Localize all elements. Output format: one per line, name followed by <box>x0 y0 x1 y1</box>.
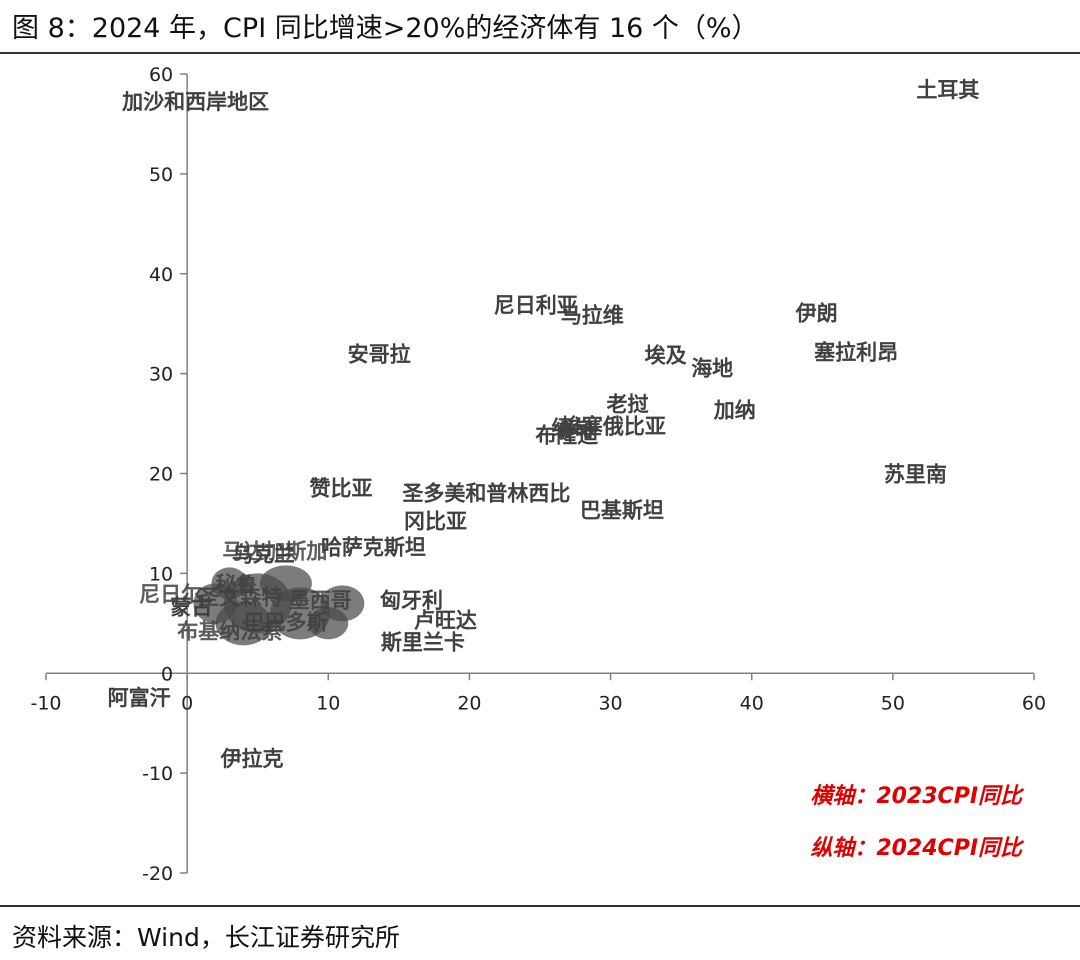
cluster-label: 墨西哥 <box>289 588 352 612</box>
cluster-label: 圣文森特 <box>198 585 282 609</box>
cluster-label: 尼日尔 <box>139 582 202 606</box>
y-tick-label: 60 <box>149 64 173 86</box>
data-point-label: 卢旺达 <box>414 608 477 632</box>
cluster-blob <box>211 567 248 600</box>
data-point-label: 哈萨克斯坦 <box>321 535 426 559</box>
data-point-label: 斯里兰卡 <box>381 630 465 654</box>
x-tick-label: 10 <box>316 692 340 714</box>
x-tick-label: 40 <box>740 692 764 714</box>
cluster-label: 秘鲁 <box>215 572 257 596</box>
x-tick-label: 60 <box>1022 692 1046 714</box>
y-tick-label: 50 <box>149 164 173 186</box>
axis-annotation: 纵轴：2024CPI同比 <box>810 836 1025 861</box>
data-point-label: 埃塞俄比亚 <box>561 415 666 439</box>
y-tick-label: 10 <box>149 563 173 585</box>
x-tick-label: 50 <box>881 692 905 714</box>
cluster-blob <box>215 601 272 646</box>
data-point-label: 匈牙利 <box>380 588 443 612</box>
data-point-label: 布隆迪 <box>535 424 598 448</box>
y-tick-label: -20 <box>142 863 173 885</box>
data-point-label: 巴基斯坦 <box>580 498 664 522</box>
cluster-label: 布基纳法索 <box>177 619 282 643</box>
data-point-label: 阿富汗 <box>108 686 171 710</box>
x-tick-label: 30 <box>598 692 622 714</box>
x-tick-label: -10 <box>30 692 61 714</box>
data-point-label: 埃及 <box>645 344 688 368</box>
source-rule <box>0 905 1080 907</box>
cluster-label: 马达加斯加 <box>222 539 327 563</box>
x-tick-label: 20 <box>457 692 481 714</box>
data-point-label: 安哥拉 <box>348 343 411 367</box>
y-tick-label: 20 <box>149 464 173 486</box>
y-tick-label: -10 <box>142 763 173 785</box>
data-point-label: 老挝 <box>607 393 650 417</box>
cluster-label: 巴巴多斯 <box>244 610 328 634</box>
chart-title: 图 8：2024 年，CPI 同比增速>20%的经济体有 16 个（%） <box>12 13 759 44</box>
source-note: 资料来源：Wind，长江证券研究所 <box>12 923 400 952</box>
data-point-label: 缅甸 <box>551 417 593 441</box>
cluster-blob <box>308 607 349 640</box>
y-tick-label: 30 <box>149 364 173 386</box>
data-point-label: 塞拉利昂 <box>814 341 898 365</box>
data-point-label: 伊拉克 <box>220 747 284 771</box>
y-tick-label: 0 <box>161 663 173 685</box>
y-tick-label: 40 <box>149 264 173 286</box>
data-point-label: 马拉维 <box>561 304 624 328</box>
data-point-label: 圣多美和普林西比 <box>402 481 570 505</box>
data-point-label: 土耳其 <box>916 78 979 102</box>
data-point-label: 伊朗 <box>795 302 838 326</box>
cluster-blob <box>259 565 312 602</box>
data-point-label: 尼日利亚 <box>494 294 578 318</box>
data-point-label: 海地 <box>691 357 733 381</box>
axes: -10 0 10 20 30 40 50 60 -20 -10 0 10 20 30 40 50 60 <box>30 64 1046 885</box>
data-point-label: 加沙和西岸地区 <box>121 90 269 114</box>
title-rule <box>0 52 1080 54</box>
axis-annotation: 横轴：2023CPI同比 <box>810 784 1025 809</box>
data-point-label: 苏里南 <box>884 463 947 487</box>
data-point-label: 赞比亚 <box>308 476 372 500</box>
data-point-label: 冈比亚 <box>404 509 467 533</box>
data-point-label: 乌克兰 <box>232 542 295 566</box>
data-point-label: 加纳 <box>713 399 756 423</box>
x-tick-label: 0 <box>181 692 193 714</box>
data-point-label: 蒙古 <box>170 595 212 619</box>
